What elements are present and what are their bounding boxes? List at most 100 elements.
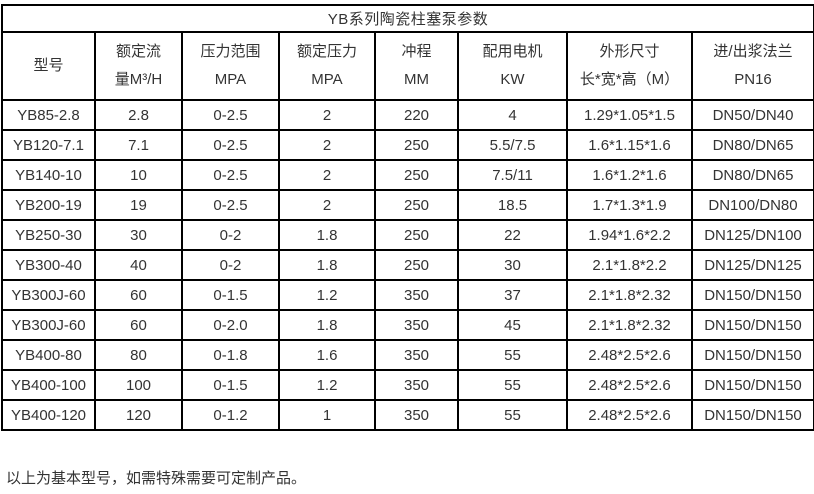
table-row: YB400-120 120 0-1.2 1 350 55 2.48*2.5*2.6 DN150… [1,399,814,431]
table-cell: YB120-7.1 [1,129,96,161]
table-cell: 0-2 [181,249,280,281]
table-cell: YB200-19 [1,189,96,221]
table-cell: 30 [94,219,183,251]
table-cell: 60 [94,279,183,311]
table-row: YB250-30 30 0-2 1.8 250 22 1.94*1.6*2.2 DN125/D… [1,219,814,251]
table-cell: DN100/DN80 [690,189,814,221]
table-cell: YB400-120 [1,399,96,431]
table-cell: 1.6 [278,339,376,371]
table-cell: 0-1.8 [181,339,280,371]
table-cell: 1.2 [278,369,376,401]
table-row: YB300J-60 60 0-1.5 1.2 350 37 2.1*1.8*2.32 DN15… [1,279,814,311]
table-row: YB400-100 100 0-1.5 1.2 350 55 2.48*2.5*2.6 DN1… [1,369,814,401]
table-row: YB300J-60 60 0-2.0 1.8 350 45 2.1*1.8*2.32 DN15… [1,309,814,341]
table-cell: 250 [374,159,459,191]
table-cell: 2.48*2.5*2.6 [566,339,693,371]
table-cell: YB300-40 [1,249,96,281]
table-header-row: 型号 额定流 量M³/H 压力范围 MPA 额定压力 MPA 冲程 MM 配用电机 KW 外形尺寸 长*… [1,31,814,101]
table-cell: DN150/DN150 [690,399,814,431]
table-cell: 2 [278,189,376,221]
table-cell: YB400-80 [1,339,96,371]
table-cell: 40 [94,249,183,281]
table-cell: YB400-100 [1,369,96,401]
table-cell: 2.48*2.5*2.6 [566,399,693,431]
column-header: 额定流 量M³/H [94,31,183,101]
table-cell: 2.48*2.5*2.6 [566,369,693,401]
table-title: YB系列陶瓷柱塞泵参数 [0,4,814,33]
table-cell: DN80/DN65 [690,129,814,161]
table-cell: 10 [94,159,183,191]
table-cell: YB140-10 [1,159,96,191]
column-header: 型号 [1,31,96,101]
table-cell: 30 [457,249,568,281]
table-cell: YB300J-60 [1,279,96,311]
table-cell: 22 [457,219,568,251]
table-cell: 0-2.0 [181,309,280,341]
table-cell: DN125/DN100 [690,219,814,251]
table-cell: DN150/DN150 [690,369,814,401]
table-cell: 2.1*1.8*2.2 [566,249,693,281]
table-cell: 2.1*1.8*2.32 [566,279,693,311]
column-header: 进/出浆法兰 PN16 [690,31,814,101]
table-cell: 350 [374,279,459,311]
footer-note: 以上为基本型号，如需特殊需要可定制产品。 [6,470,307,487]
table-row: YB200-19 19 0-2.5 2 250 18.5 1.7*1.3*1.9 DN100/… [1,189,814,221]
table-cell: 0-2 [181,219,280,251]
table-cell: 350 [374,339,459,371]
pump-spec-table: YB系列陶瓷柱塞泵参数 型号 额定流 量M³/H 压力范围 MPA 额定压力 MPA 冲程 MM… [0,4,814,431]
table-cell: 1.7*1.3*1.9 [566,189,693,221]
table-cell: 55 [457,369,568,401]
table-cell: 2 [278,99,376,131]
table-cell: 60 [94,309,183,341]
table-row: YB120-7.1 7.1 0-2.5 2 250 5.5/7.5 1.6*1.15*1.6… [1,129,814,161]
table-cell: 2 [278,129,376,161]
table-cell: 250 [374,219,459,251]
table-cell: DN125/DN125 [690,249,814,281]
table-cell: 1.6*1.2*1.6 [566,159,693,191]
table-cell: 2 [278,159,376,191]
table-cell: 55 [457,339,568,371]
table-cell: 1.8 [278,249,376,281]
table-cell: 1.8 [278,219,376,251]
table-cell: 350 [374,399,459,431]
table-row: YB140-10 10 0-2.5 2 250 7.5/11 1.6*1.2*1.6 DN80… [1,159,814,191]
table-cell: 7.1 [94,129,183,161]
table-title-row: YB系列陶瓷柱塞泵参数 [0,4,814,33]
table-cell: 250 [374,129,459,161]
table-cell: 0-2.5 [181,189,280,221]
table-cell: 5.5/7.5 [457,129,568,161]
table-cell: 350 [374,369,459,401]
table-cell: 4 [457,99,568,131]
table-row: YB400-80 80 0-1.8 1.6 350 55 2.48*2.5*2.6 DN150… [1,339,814,371]
table-cell: 1.2 [278,279,376,311]
table-head: YB系列陶瓷柱塞泵参数 型号 额定流 量M³/H 压力范围 MPA 额定压力 MPA 冲程 MM… [0,4,814,101]
table-cell: YB250-30 [1,219,96,251]
table-cell: YB85-2.8 [1,99,96,131]
table-cell: 220 [374,99,459,131]
table-cell: 80 [94,339,183,371]
table-row: YB85-2.8 2.8 0-2.5 2 220 4 1.29*1.05*1.5 DN50/D… [1,99,814,131]
table-cell: 0-1.5 [181,279,280,311]
table-cell: 2.1*1.8*2.32 [566,309,693,341]
table-body: YB85-2.8 2.8 0-2.5 2 220 4 1.29*1.05*1.5 DN50/D… [1,99,814,431]
column-header: 冲程 MM [374,31,459,101]
table-cell: 350 [374,309,459,341]
table-cell: YB300J-60 [1,309,96,341]
column-header: 压力范围 MPA [181,31,280,101]
table-cell: DN150/DN150 [690,339,814,371]
table-cell: 19 [94,189,183,221]
column-header: 额定压力 MPA [278,31,376,101]
table-cell: 45 [457,309,568,341]
table-cell: DN80/DN65 [690,159,814,191]
table-cell: 1.29*1.05*1.5 [566,99,693,131]
table-cell: 0-2.5 [181,99,280,131]
table-cell: 0-2.5 [181,159,280,191]
table-cell: 1 [278,399,376,431]
table-cell: 0-1.2 [181,399,280,431]
table-cell: 250 [374,249,459,281]
column-header: 配用电机 KW [457,31,568,101]
table-cell: 100 [94,369,183,401]
table-cell: DN150/DN150 [690,309,814,341]
table-cell: DN50/DN40 [690,99,814,131]
